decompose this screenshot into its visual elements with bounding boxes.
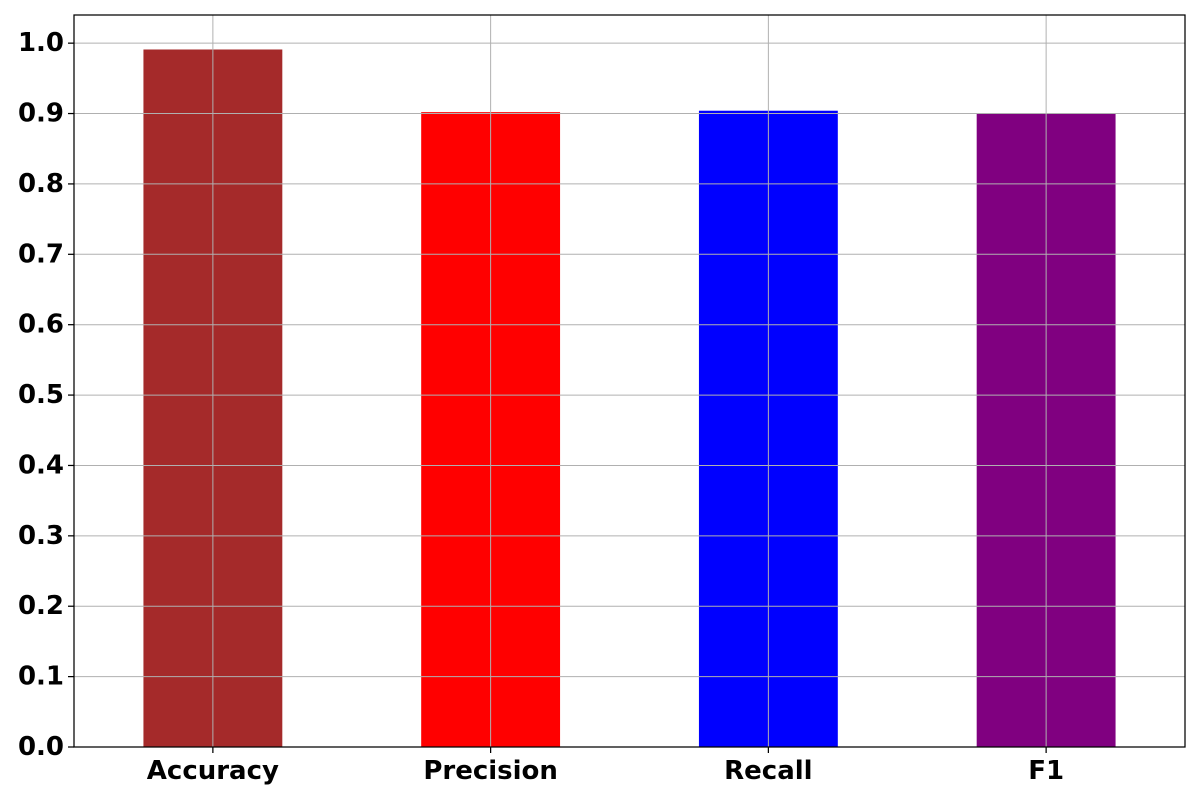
x-axis: Accuracy Precision Recall F1 [147,747,1064,786]
y-tick-label: 0.7 [18,239,64,269]
x-tick-label-recall: Recall [724,756,812,786]
y-tick-label: 0.6 [18,310,64,340]
y-tick-label: 0.1 [18,662,64,692]
y-tick-label: 0.8 [18,169,64,199]
x-tick-label-f1: F1 [1028,756,1064,786]
x-tick-label-accuracy: Accuracy [147,756,279,786]
x-tick-label-precision: Precision [423,756,558,786]
plot-frame [73,14,1186,748]
y-tick-label: 0.3 [18,521,64,551]
y-axis: 0.0 0.1 0.2 0.3 0.4 0.5 0.6 0.7 0.8 0.9 1.0 [18,28,74,762]
y-tick-label: 0.5 [18,380,64,410]
y-tick-label: 1.0 [18,28,64,58]
y-tick-label: 0.0 [18,732,64,762]
y-tick-label: 0.4 [18,450,64,480]
y-tick-label: 0.2 [18,591,64,621]
y-tick-label: 0.9 [18,99,64,129]
grid-group [74,15,1185,748]
